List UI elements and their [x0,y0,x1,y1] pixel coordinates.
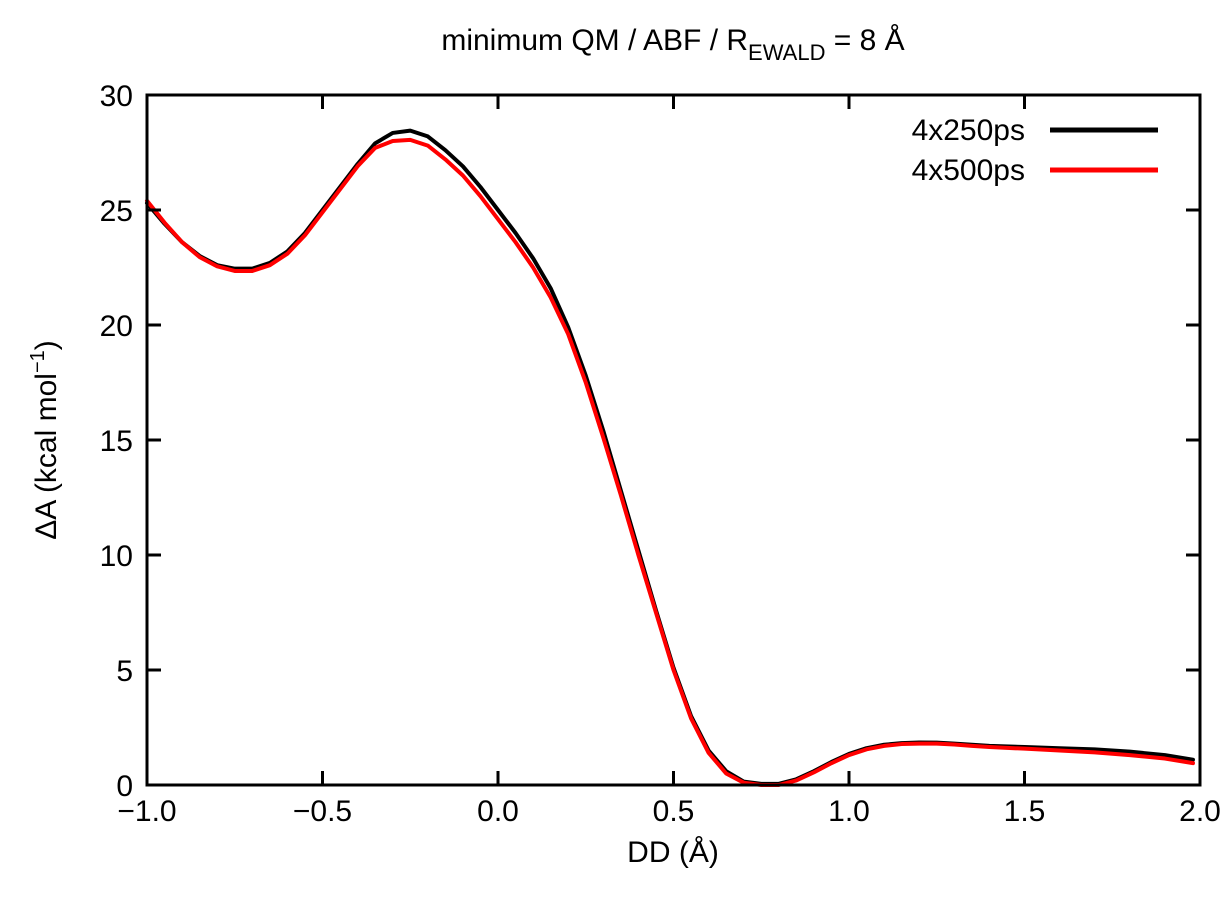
plot-frame [145,93,1202,787]
x-axis-label: DD (Å) [627,836,719,869]
legend-entry-4x500ps: 4x500ps [912,154,1158,187]
chart-title: minimum QM / ABF / REWALD = 8 Å [441,24,904,65]
x-tick-label: −0.5 [293,795,352,828]
axis-tick-labels: −1.0 −0.5 0.0 0.5 1.0 1.5 2.0 0 5 10 15 20 25 30 [100,80,1221,828]
y-tick-label: 20 [100,310,133,343]
x-tick-label: 2.0 [1179,795,1221,828]
legend-label-4x500ps: 4x500ps [912,154,1025,187]
x-tick-label: 1.5 [1004,795,1046,828]
legend-label-4x250ps: 4x250ps [912,114,1025,147]
y-tick-label: 15 [100,425,133,458]
x-tick-label: 0.0 [477,795,519,828]
axis-ticks [145,93,1202,787]
legend-entry-4x250ps: 4x250ps [912,114,1158,147]
y-tick-label: 10 [100,540,133,573]
x-tick-label: −1.0 [117,795,176,828]
x-tick-label: 0.5 [653,795,695,828]
plot-lines [145,128,1195,787]
y-tick-label: 25 [100,195,133,228]
series-line-4x500ps [145,137,1195,787]
legend: 4x250ps 4x500ps [912,114,1158,187]
y-axis-label: ΔA (kcal mol−1) [27,340,63,540]
y-tick-label: 0 [116,770,133,803]
y-tick-label: 30 [100,80,133,113]
x-tick-label: 1.0 [828,795,870,828]
series-line-4x250ps [145,128,1195,786]
y-tick-label: 5 [116,655,133,688]
